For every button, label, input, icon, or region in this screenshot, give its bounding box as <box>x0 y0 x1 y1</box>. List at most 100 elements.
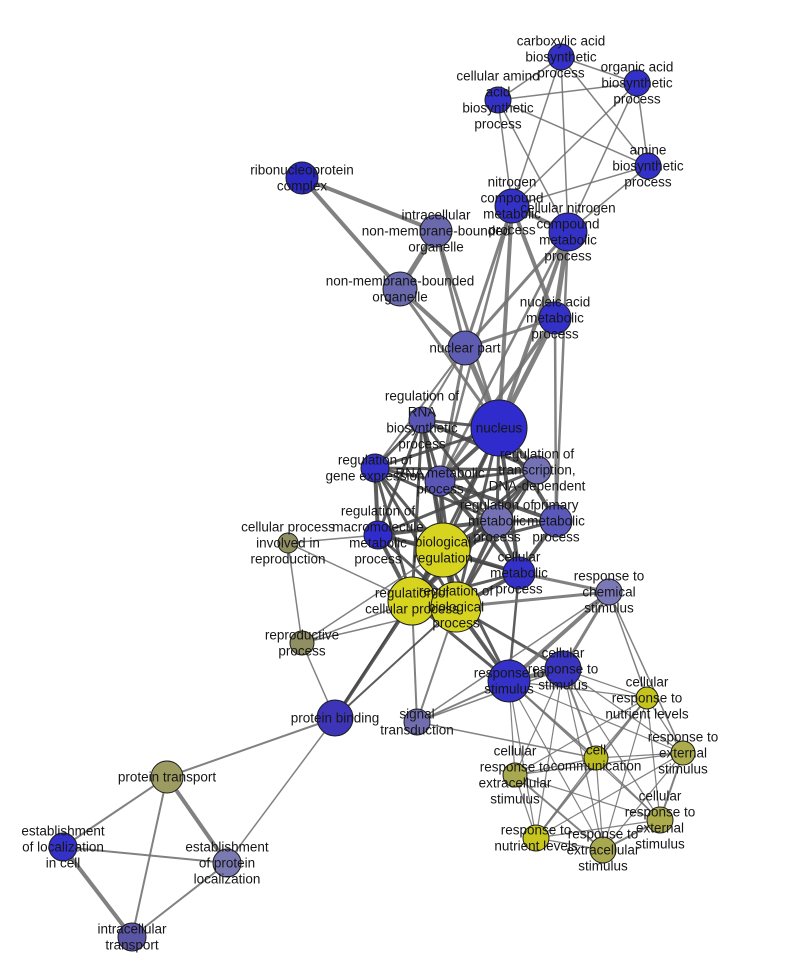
edge-crs-crx <box>514 668 564 776</box>
edge-nu-rbp <box>454 426 501 609</box>
edge-cn-nu <box>497 230 570 430</box>
edge-aa-nc <box>497 99 513 207</box>
node-rmm[interactable] <box>363 520 393 550</box>
node-label-cn: cellular nitrogen compound metabolic proces… <box>520 201 615 264</box>
node-pt[interactable] <box>150 760 184 794</box>
edge-pt-elc <box>62 776 168 848</box>
node-pm[interactable] <box>539 504 573 538</box>
edge-aa-oa <box>497 82 638 101</box>
edge-nam-rm <box>438 316 557 483</box>
edge-rchem-crn <box>608 591 648 699</box>
node-label-pm: primary metabolic process <box>527 498 585 545</box>
edges-layer <box>61 56 684 939</box>
edge-re-rnl <box>535 752 684 839</box>
node-rxs[interactable] <box>589 836 617 864</box>
edge-elc-epl <box>62 846 228 864</box>
node-rchem[interactable] <box>595 578 623 606</box>
node-label-ca: carboxylic acid biosynthetic process <box>517 34 606 81</box>
edge-ca-nc <box>511 56 562 207</box>
node-label-rge: regulation of gene expression <box>325 453 424 484</box>
edge-np-rm <box>438 346 467 483</box>
node-oa[interactable] <box>623 69 651 97</box>
node-rm[interactable] <box>424 465 456 497</box>
node-label-rpp: reproductive process <box>265 628 339 659</box>
node-crn[interactable] <box>635 686 659 710</box>
node-rp[interactable] <box>285 161 319 195</box>
node-np[interactable] <box>447 330 483 366</box>
edge-am-nc <box>511 165 649 207</box>
node-nu[interactable] <box>470 399 528 457</box>
node-nc[interactable] <box>494 188 530 224</box>
node-label-rmm: regulation of macromolecule metabolic proce… <box>332 504 424 567</box>
node-label-nam: nucleic acid metabolic process <box>520 295 591 342</box>
node-label-rp: ribonucleoprotein complex <box>250 163 354 194</box>
node-label-rnl: response to nutrient levels <box>494 823 578 854</box>
node-label-io: intracellular non-membrane-bounded organel… <box>362 208 511 255</box>
node-label-am: amine biosynthetic process <box>612 143 684 190</box>
edge-rt-rmm <box>376 468 539 537</box>
edge-cn-pm <box>554 230 570 523</box>
node-re[interactable] <box>670 740 696 766</box>
edge-oa-cn <box>567 82 638 233</box>
edge-cc-crx <box>514 757 597 776</box>
edge-cc-rxs <box>595 757 604 851</box>
edge-crn-rxs <box>602 697 648 851</box>
edge-rrb-rcp <box>410 418 424 603</box>
node-cpr[interactable] <box>277 532 299 554</box>
node-io[interactable] <box>419 214 453 248</box>
node-cm[interactable] <box>502 556 536 590</box>
node-label-rs: response to stimulus <box>474 666 545 697</box>
edge-crn-crx <box>514 697 648 776</box>
node-label-nc: nitrogen compound metabolic process <box>480 175 543 238</box>
node-label-rmp: regulation of metabolic process <box>460 498 535 545</box>
labels-layer: carboxylic acid biosynthetic processcellul… <box>21 34 718 953</box>
node-label-aa: cellular amino acid biosynthetic process <box>456 69 539 132</box>
node-cn[interactable] <box>548 212 588 252</box>
node-no[interactable] <box>382 271 418 307</box>
edge-nu-rcp <box>410 426 501 603</box>
edge-rge-rt <box>373 466 539 472</box>
node-rt[interactable] <box>522 455 552 485</box>
node-it[interactable] <box>117 922 147 952</box>
edge-crn-crex <box>646 697 661 821</box>
node-label-pt: protein transport <box>118 770 217 785</box>
node-rnl[interactable] <box>522 824 550 852</box>
node-label-epl: establishment of protein localization <box>185 840 269 887</box>
node-label-rxs: response to extracellular stimulus <box>567 827 640 874</box>
node-cc[interactable] <box>583 745 609 771</box>
node-br[interactable] <box>415 522 471 578</box>
edge-crs-rxs <box>562 668 604 851</box>
node-aa[interactable] <box>484 86 512 114</box>
node-am[interactable] <box>634 152 662 180</box>
edge-rp-io <box>300 176 438 233</box>
node-epl[interactable] <box>212 848 242 878</box>
edge-rpp-br <box>301 549 444 644</box>
edge-rm-pm <box>438 479 558 523</box>
node-crs[interactable] <box>544 650 582 688</box>
node-pb[interactable] <box>316 699 354 737</box>
node-crx[interactable] <box>502 762 528 788</box>
node-ca[interactable] <box>547 43 575 71</box>
node-crex[interactable] <box>646 806 674 834</box>
node-rbp[interactable] <box>430 581 482 633</box>
node-label-crn: cellular response to nutrient levels <box>605 675 689 722</box>
node-label-st: signal transduction <box>380 707 454 738</box>
edge-crs-re <box>562 668 684 754</box>
edge-rm-rt <box>438 468 539 483</box>
edge-st-crs <box>416 668 564 723</box>
node-label-no: non-membrane-bounded organelle <box>326 274 475 305</box>
edge-ca-cn <box>560 56 569 233</box>
node-rmp[interactable] <box>480 504 514 538</box>
node-elc[interactable] <box>48 832 78 862</box>
node-nam[interactable] <box>538 301 572 335</box>
node-st[interactable] <box>403 708 431 736</box>
node-label-cc: cell communication <box>551 743 642 774</box>
edge-ca-am <box>560 56 649 167</box>
node-rs[interactable] <box>487 659 531 703</box>
node-label-np: nuclear part <box>429 341 501 356</box>
nodes-layer <box>48 43 696 952</box>
node-rge[interactable] <box>360 453 390 483</box>
node-rpp[interactable] <box>289 630 315 656</box>
node-label-rt: regulation of transcription, DNA-dependent <box>489 447 586 494</box>
node-rrb[interactable] <box>408 406 436 434</box>
